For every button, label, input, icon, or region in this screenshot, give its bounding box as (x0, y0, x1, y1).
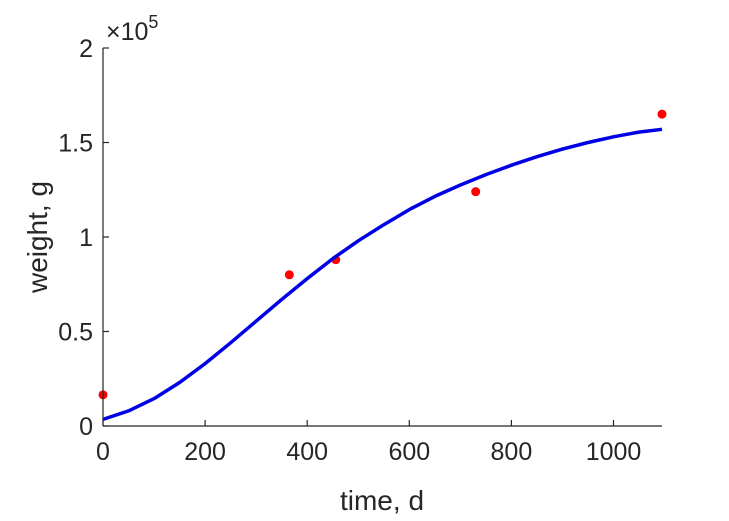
y-tick-label: 0 (79, 413, 93, 441)
data-point (657, 109, 667, 119)
y-axis-exponent-base: ×10 (106, 18, 148, 46)
x-tick-label: 200 (184, 438, 226, 466)
x-tick-label: 800 (491, 438, 533, 466)
y-axis-label: weight, g (22, 181, 53, 294)
y-tick-label: 1.5 (58, 130, 93, 158)
data-point (284, 270, 294, 280)
y-axis-exponent-power: 5 (148, 12, 158, 32)
fit-curve (102, 127, 663, 422)
y-axis-exponent: ×105 (106, 12, 158, 46)
y-tick-label: 0.5 (58, 319, 93, 347)
x-tick-label: 600 (388, 438, 430, 466)
data-point (471, 187, 481, 197)
x-axis-label: time, d (340, 485, 424, 516)
plot-area (98, 109, 667, 422)
x-tick-label: 400 (286, 438, 328, 466)
x-tick-label: 0 (96, 438, 110, 466)
x-tick-label: 1000 (586, 438, 642, 466)
y-tick-label: 2 (79, 35, 93, 63)
y-tick-label: 1 (79, 224, 93, 252)
axes: 0 200 400 600 800 1000 0 0.5 1 1.5 2 (58, 35, 662, 466)
